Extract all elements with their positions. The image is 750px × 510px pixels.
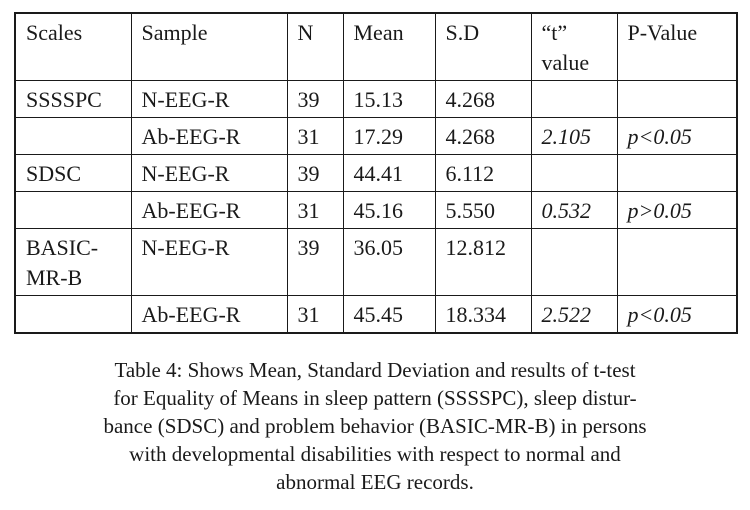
- caption-line: abnormal EEG records.: [276, 470, 474, 494]
- cell-sd: 4.268: [434, 80, 532, 118]
- caption-line: bance (SDSC) and problem behavior (BASIC…: [103, 414, 647, 438]
- cell-n: 39: [286, 80, 344, 118]
- header-t-value-line2: value: [541, 50, 590, 75]
- header-mean: Mean: [342, 12, 436, 81]
- cell-sd: 12.812: [434, 228, 532, 296]
- table-row: Ab-EEG-R 31 45.45 18.334 2.522 p<0.05: [14, 295, 738, 334]
- cell-sample: N-EEG-R: [130, 154, 288, 192]
- cell-t: [530, 80, 618, 118]
- table-row: Ab-EEG-R 31 17.29 4.268 2.105 p<0.05: [14, 117, 738, 155]
- table-row: SDSC N-EEG-R 39 44.41 6.112: [14, 154, 738, 192]
- cell-t: [530, 154, 618, 192]
- cell-mean: 45.16: [342, 191, 436, 229]
- caption-line: Table 4: Shows Mean, Standard Deviation …: [114, 358, 636, 382]
- cell-mean: 36.05: [342, 228, 436, 296]
- cell-sd: 4.268: [434, 117, 532, 155]
- cell-p: p<0.05: [616, 295, 738, 334]
- cell-n: 31: [286, 117, 344, 155]
- caption-line: with developmental disabilities with res…: [129, 442, 621, 466]
- cell-scale: [14, 191, 132, 229]
- cell-scale: BASIC- MR-B: [14, 228, 132, 296]
- results-table-container: Scales Sample N Mean S.D “t” value P-Valu…: [14, 12, 738, 334]
- cell-t: 2.105: [530, 117, 618, 155]
- cell-sample: Ab-EEG-R: [130, 117, 288, 155]
- cell-mean: 17.29: [342, 117, 436, 155]
- table-caption: Table 4: Shows Mean, Standard Deviation …: [0, 356, 750, 496]
- table-row: Ab-EEG-R 31 45.16 5.550 0.532 p>0.05: [14, 191, 738, 229]
- cell-sd: 5.550: [434, 191, 532, 229]
- cell-p: p<0.05: [616, 117, 738, 155]
- table-row: SSSSPC N-EEG-R 39 15.13 4.268: [14, 80, 738, 118]
- cell-t: 0.532: [530, 191, 618, 229]
- header-t-value-line1: “t”: [541, 20, 568, 45]
- cell-mean: 44.41: [342, 154, 436, 192]
- cell-n: 31: [286, 191, 344, 229]
- cell-sample: Ab-EEG-R: [130, 191, 288, 229]
- cell-scale: [14, 117, 132, 155]
- header-sd: S.D: [434, 12, 532, 81]
- cell-mean: 45.45: [342, 295, 436, 334]
- caption-line: for Equality of Means in sleep pattern (…: [113, 386, 637, 410]
- cell-p: [616, 80, 738, 118]
- results-table: Scales Sample N Mean S.D “t” value P-Valu…: [14, 12, 738, 334]
- cell-t: 2.522: [530, 295, 618, 334]
- header-p-value: P-Value: [616, 12, 738, 81]
- cell-sample: N-EEG-R: [130, 80, 288, 118]
- cell-n: 39: [286, 228, 344, 296]
- cell-mean: 15.13: [342, 80, 436, 118]
- header-sample: Sample: [130, 12, 288, 81]
- table-header-row: Scales Sample N Mean S.D “t” value P-Valu…: [14, 12, 738, 81]
- cell-scale: SSSSPC: [14, 80, 132, 118]
- cell-p: p>0.05: [616, 191, 738, 229]
- cell-n: 39: [286, 154, 344, 192]
- cell-scale: [14, 295, 132, 334]
- header-t-value: “t” value: [530, 12, 618, 81]
- cell-scale-line2: MR-B: [26, 265, 83, 290]
- cell-n: 31: [286, 295, 344, 334]
- cell-sample: N-EEG-R: [130, 228, 288, 296]
- cell-sd: 18.334: [434, 295, 532, 334]
- cell-t: [530, 228, 618, 296]
- cell-p: [616, 154, 738, 192]
- header-n: N: [286, 12, 344, 81]
- table-row: BASIC- MR-B N-EEG-R 39 36.05 12.812: [14, 228, 738, 296]
- cell-scale-line1: BASIC-: [26, 235, 99, 260]
- cell-sample: Ab-EEG-R: [130, 295, 288, 334]
- cell-scale: SDSC: [14, 154, 132, 192]
- cell-sd: 6.112: [434, 154, 532, 192]
- header-scales: Scales: [14, 12, 132, 81]
- cell-p: [616, 228, 738, 296]
